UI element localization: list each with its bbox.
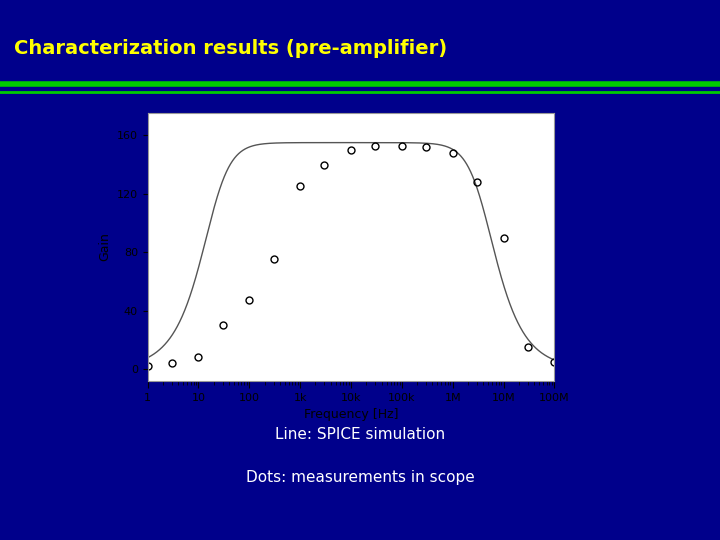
Text: Line: SPICE simulation: Line: SPICE simulation <box>275 427 445 442</box>
Text: Dots: measurements in scope: Dots: measurements in scope <box>246 470 474 485</box>
Y-axis label: Gain: Gain <box>98 233 111 261</box>
Text: Characterization results (pre-amplifier): Characterization results (pre-amplifier) <box>14 39 448 58</box>
X-axis label: Frequency [Hz]: Frequency [Hz] <box>304 408 398 421</box>
